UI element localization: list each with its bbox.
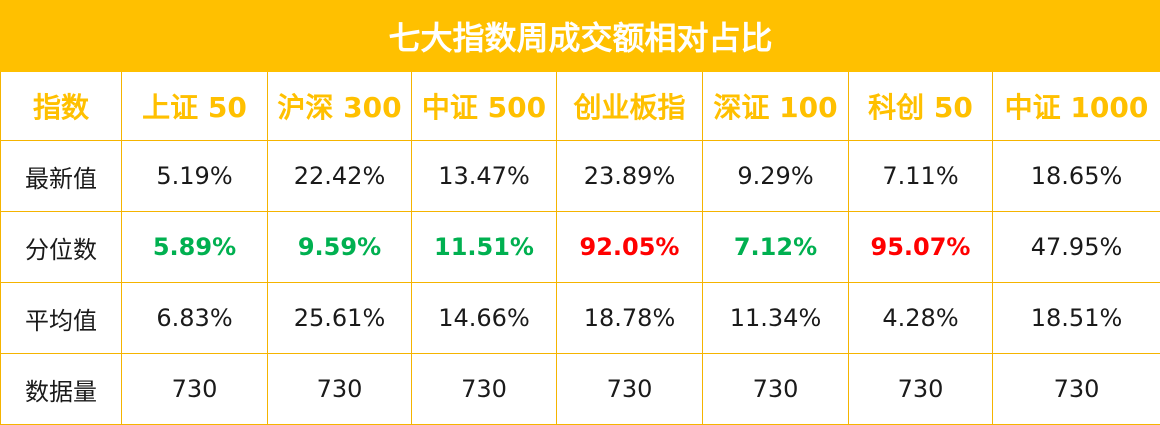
table-cell: 9.59% [268,212,412,283]
table-cell: 730 [993,354,1160,425]
row-label: 最新值 [1,141,122,212]
table-cell: 18.51% [993,283,1160,354]
table-cell: 730 [122,354,268,425]
table-cell: 5.89% [122,212,268,283]
table-cell: 9.29% [703,141,849,212]
table-title: 七大指数周成交额相对占比 [1,1,1160,72]
column-header: 创业板指 [557,72,703,141]
table-cell: 730 [703,354,849,425]
table-cell: 11.51% [412,212,557,283]
table-cell: 92.05% [557,212,703,283]
table-cell: 13.47% [412,141,557,212]
table-row: 最新值 5.19% 22.42% 13.47% 23.89% 9.29% 7.1… [1,141,1160,212]
table-row: 平均值 6.83% 25.61% 14.66% 18.78% 11.34% 4.… [1,283,1160,354]
table-cell: 18.65% [993,141,1160,212]
table-row: 分位数 5.89% 9.59% 11.51% 92.05% 7.12% 95.0… [1,212,1160,283]
column-header: 沪深 300 [268,72,412,141]
table-row: 数据量 730 730 730 730 730 730 730 [1,354,1160,425]
table-cell: 730 [268,354,412,425]
table-cell: 5.19% [122,141,268,212]
table-cell: 23.89% [557,141,703,212]
table-cell: 95.07% [849,212,993,283]
table-cell: 7.11% [849,141,993,212]
row-label: 数据量 [1,354,122,425]
table-cell: 14.66% [412,283,557,354]
table-cell: 25.61% [268,283,412,354]
table-cell: 47.95% [993,212,1160,283]
table-cell: 730 [849,354,993,425]
row-label: 平均值 [1,283,122,354]
header-row: 指数 上证 50 沪深 300 中证 500 创业板指 深证 100 科创 50… [1,72,1160,141]
column-header: 上证 50 [122,72,268,141]
table-cell: 730 [412,354,557,425]
table-cell: 11.34% [703,283,849,354]
title-row: 七大指数周成交额相对占比 [1,1,1160,72]
column-header: 深证 100 [703,72,849,141]
table-cell: 4.28% [849,283,993,354]
table-cell: 730 [557,354,703,425]
table-cell: 18.78% [557,283,703,354]
table-cell: 6.83% [122,283,268,354]
column-header: 中证 500 [412,72,557,141]
corner-header: 指数 [1,72,122,141]
row-label: 分位数 [1,212,122,283]
table-cell: 7.12% [703,212,849,283]
column-header: 科创 50 [849,72,993,141]
column-header: 中证 1000 [993,72,1160,141]
table-cell: 22.42% [268,141,412,212]
